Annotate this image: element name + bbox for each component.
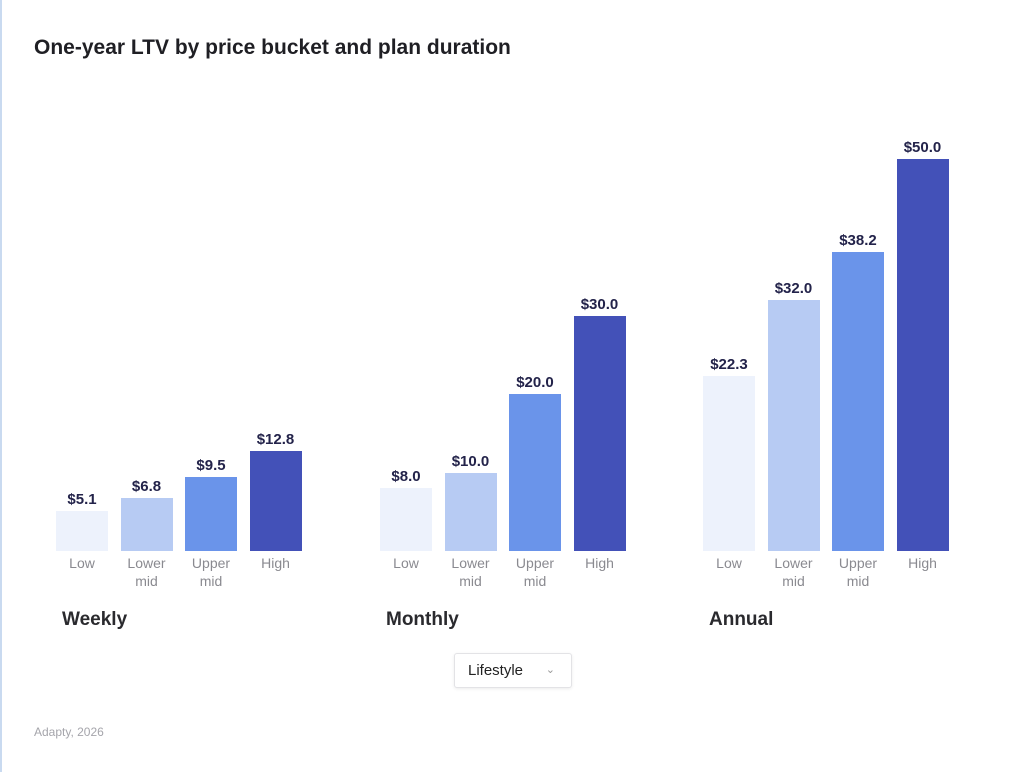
data-label: $50.0	[903, 139, 942, 156]
bar-weekly-0	[56, 511, 108, 551]
source-note: Adapty, 2026	[34, 725, 104, 739]
category-tick-label: Lower mid	[127, 555, 166, 589]
data-label: $22.3	[710, 356, 748, 374]
category-tick-label: Low	[716, 555, 742, 571]
data-label: $9.5	[196, 456, 226, 474]
bar-monthly-0	[380, 488, 432, 551]
category-dropdown[interactable]: Lifestyle ⌄	[454, 653, 572, 688]
bar-weekly-1	[120, 497, 173, 551]
group-label-annual: Annual	[709, 609, 774, 630]
bar-annual-0	[703, 376, 755, 551]
data-label: $12.8	[256, 430, 295, 448]
data-label: $38.2	[839, 231, 877, 249]
category-tick-label: Upper mid	[515, 555, 555, 589]
category-tick-label: High	[908, 555, 937, 571]
chevron-down-icon: ⌄	[545, 664, 555, 676]
group-label-monthly: Monthly	[386, 609, 459, 630]
category-tick-label: High	[585, 555, 614, 571]
data-label: $5.1	[67, 491, 97, 509]
category-tick-label: Low	[393, 555, 419, 571]
data-label: $20.0	[516, 374, 554, 392]
chart-title: One-year LTV by price bucket and plan du…	[34, 36, 511, 59]
category-tick-label: Lower mid	[774, 555, 813, 589]
dropdown-value: Lifestyle	[468, 662, 524, 679]
bar-annual-2	[832, 251, 884, 551]
bar-monthly-2	[509, 394, 561, 551]
bar-weekly-3	[249, 450, 302, 551]
data-label: $30.0	[580, 295, 619, 313]
category-tick-label: Low	[69, 555, 95, 571]
category-tick-label: Upper mid	[838, 555, 878, 589]
bar-annual-3	[896, 159, 949, 551]
bar-monthly-3	[573, 315, 626, 551]
group-label-weekly: Weekly	[62, 609, 128, 630]
data-label: $10.0	[451, 452, 490, 470]
data-label: $6.8	[131, 477, 162, 495]
bar-weekly-2	[185, 476, 237, 551]
category-tick-label: High	[261, 555, 290, 571]
bar-monthly-1	[444, 472, 497, 551]
bar-annual-1	[767, 300, 820, 551]
category-tick-label: Upper mid	[191, 555, 231, 589]
data-label: $32.0	[774, 280, 813, 298]
category-tick-label: Lower mid	[451, 555, 490, 589]
data-label: $8.0	[391, 468, 421, 486]
left-border	[0, 0, 2, 772]
